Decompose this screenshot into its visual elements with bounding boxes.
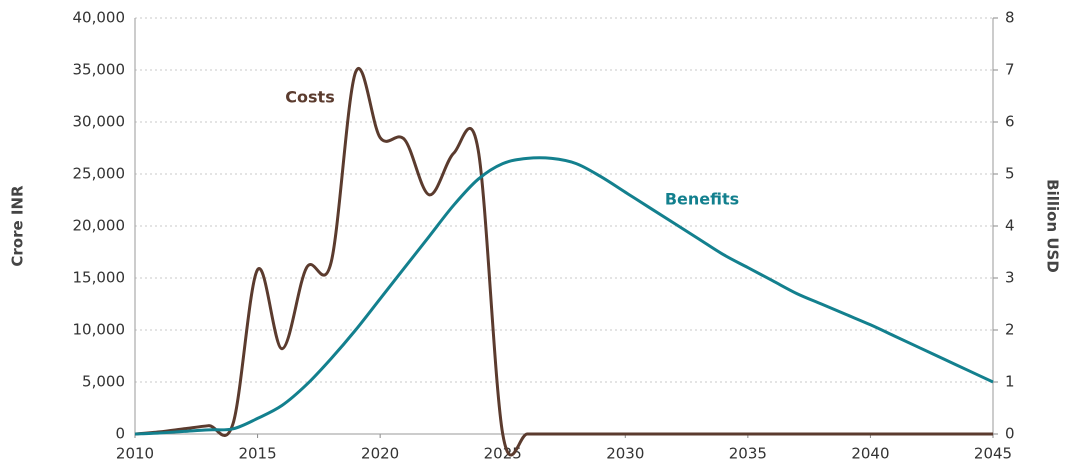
y-axis-title: Crore INR (9, 185, 27, 267)
y2-tick-label: 5 (1005, 165, 1015, 183)
x-tick-label: 2035 (729, 445, 767, 463)
y2-tick-label: 4 (1005, 217, 1015, 235)
y-tick-label: 10,000 (73, 321, 126, 339)
y2-tick-label: 6 (1005, 113, 1015, 131)
y2-tick-label: 7 (1005, 61, 1015, 79)
costs-label: Costs (285, 88, 334, 107)
y-tick-label: 25,000 (73, 165, 126, 183)
y-tick-label: 20,000 (73, 217, 126, 235)
series-line (134, 156, 994, 436)
benefits-label: Benefits (665, 190, 739, 209)
x-tick-label: 2045 (974, 445, 1012, 463)
series-line (134, 67, 993, 457)
x-tick-label: 2025 (484, 445, 522, 463)
y-tick-label: 40,000 (73, 9, 126, 27)
y2-tick-label: 3 (1005, 269, 1015, 287)
y-tick-label: 15,000 (73, 269, 126, 287)
y-tick-label: 30,000 (73, 113, 126, 131)
x-tick-label: 2010 (116, 445, 154, 463)
y-tick-label: 35,000 (73, 61, 126, 79)
y2-tick-label: 8 (1005, 9, 1015, 27)
y2-axis-title: Billion USD (1044, 179, 1062, 273)
x-tick-label: 2020 (361, 445, 399, 463)
x-tick-label: 2040 (851, 445, 889, 463)
y2-tick-label: 0 (1005, 425, 1015, 443)
y-tick-label: 0 (115, 425, 125, 443)
y2-tick-label: 1 (1005, 373, 1015, 391)
y2-tick-label: 2 (1005, 321, 1015, 339)
x-tick-label: 2015 (238, 445, 276, 463)
y-tick-label: 5,000 (82, 373, 125, 391)
x-tick-label: 2030 (606, 445, 644, 463)
